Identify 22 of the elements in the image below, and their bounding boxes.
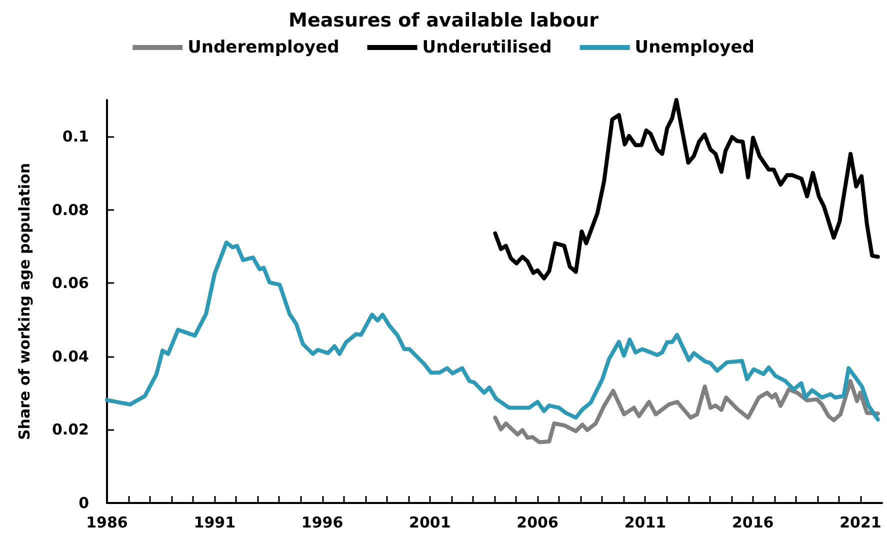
x-tick-label: 1996 bbox=[301, 514, 344, 532]
chart-title: Measures of available labour bbox=[288, 10, 600, 32]
y-tick-label: 0.04 bbox=[52, 347, 89, 366]
y-tick-label: 0 bbox=[78, 494, 89, 512]
y-tick-label: 0.06 bbox=[52, 274, 89, 292]
y-tick-label: 0.02 bbox=[52, 420, 89, 439]
x-tick-label: 2011 bbox=[624, 514, 666, 532]
x-tick-label: 2001 bbox=[409, 514, 451, 532]
legend-label: Underutilised bbox=[422, 38, 552, 58]
x-tick-label: 2021 bbox=[840, 514, 882, 532]
x-tick-label: 1991 bbox=[194, 514, 236, 532]
x-tick-label: 2006 bbox=[516, 514, 558, 532]
y-tick-label: 0.08 bbox=[52, 200, 89, 219]
x-tick-label: 1986 bbox=[86, 514, 128, 532]
legend-label: Unemployed bbox=[634, 38, 754, 58]
legend-label: Underemployed bbox=[188, 38, 340, 58]
line-series bbox=[105, 240, 880, 422]
line-series bbox=[493, 98, 880, 280]
y-tick-label: 0.1 bbox=[62, 128, 89, 146]
line-series bbox=[493, 379, 880, 444]
x-tick-label: 2016 bbox=[732, 514, 774, 532]
y-axis-title: Share of working age population bbox=[16, 162, 34, 440]
